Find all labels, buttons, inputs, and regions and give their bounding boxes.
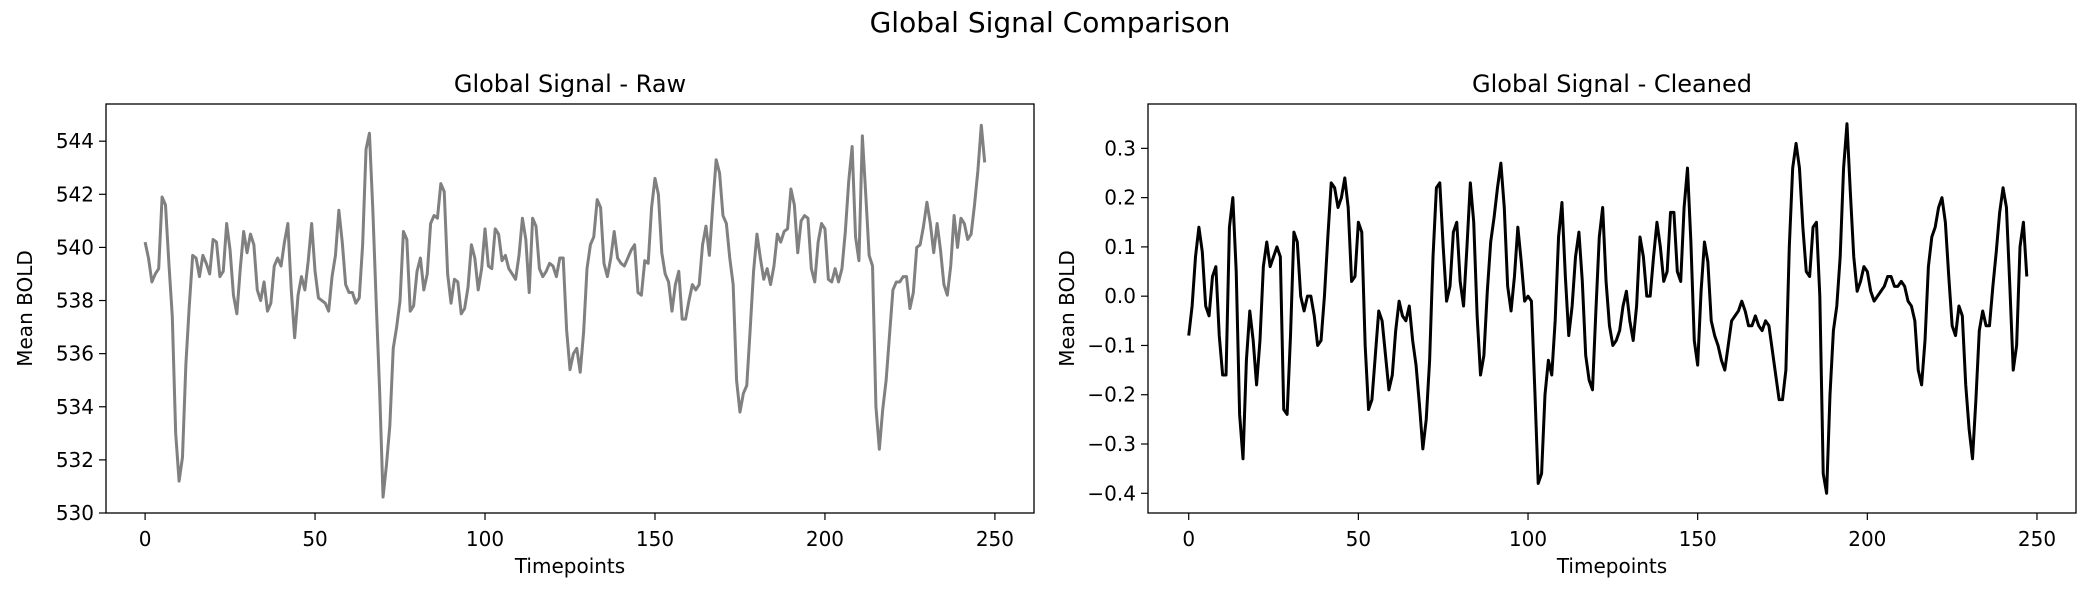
raw-series-line (143, 123, 987, 499)
cleaned-y-tick-label: −0.3 (1087, 432, 1136, 456)
cleaned-y-axis-label: Mean BOLD (1055, 250, 1079, 367)
cleaned-x-tick-label: 50 (1346, 527, 1371, 551)
figure-title: Global Signal Comparison (869, 6, 1231, 39)
raw-y-tick-label: 530 (56, 501, 94, 525)
cleaned-chart-title: Global Signal - Cleaned (1472, 70, 1752, 98)
cleaned-y-tick-label: 0.0 (1104, 284, 1136, 308)
raw-x-axis-label: Timepoints (514, 554, 625, 578)
cleaned-axes-frame (1147, 103, 2077, 514)
raw-y-tick-label: 538 (56, 289, 94, 313)
raw-y-axis-label: Mean BOLD (13, 250, 37, 367)
cleaned-y-tick-label: −0.2 (1087, 383, 1136, 407)
cleaned-series-line (1187, 122, 2029, 495)
cleaned-y-tick-label: 0.1 (1104, 235, 1136, 259)
raw-axes-frame (105, 103, 1035, 514)
raw-y-tick-label: 540 (56, 235, 94, 259)
raw-x-tick-label: 100 (466, 527, 504, 551)
raw-y-tick-label: 542 (56, 182, 94, 206)
cleaned-x-tick-label: 200 (1848, 527, 1886, 551)
cleaned-x-tick-label: 150 (1679, 527, 1717, 551)
raw-y-tick-label: 534 (56, 395, 94, 419)
raw-x-tick-label: 0 (139, 527, 152, 551)
raw-signal-panel: 0 50 100 150 200 250 530 532 534 536 538 540 542 544 G… (13, 70, 1035, 578)
cleaned-x-tick-label: 0 (1182, 527, 1195, 551)
raw-chart-title: Global Signal - Raw (454, 70, 686, 98)
raw-x-tick-label: 250 (976, 527, 1014, 551)
cleaned-y-tick-label: −0.4 (1087, 481, 1136, 505)
cleaned-y-tick-label: 0.3 (1104, 136, 1136, 160)
cleaned-y-tick-label: −0.1 (1087, 333, 1136, 357)
raw-x-tick-label: 150 (636, 527, 674, 551)
raw-x-tick-label: 50 (302, 527, 327, 551)
raw-y-tick-label: 544 (56, 129, 94, 153)
cleaned-x-tick-label: 100 (1509, 527, 1547, 551)
cleaned-y-tick-label: 0.2 (1104, 186, 1136, 210)
cleaned-x-axis-label: Timepoints (1556, 554, 1667, 578)
raw-y-tick-label: 536 (56, 342, 94, 366)
raw-y-tick-label: 532 (56, 448, 94, 472)
cleaned-signal-panel: 0 50 100 150 200 250 −0.4 −0.3 −0.2 −0.1 0.0 0.1 0.2… (1055, 70, 2077, 578)
cleaned-x-tick-label: 250 (2018, 527, 2056, 551)
raw-x-tick-label: 200 (806, 527, 844, 551)
